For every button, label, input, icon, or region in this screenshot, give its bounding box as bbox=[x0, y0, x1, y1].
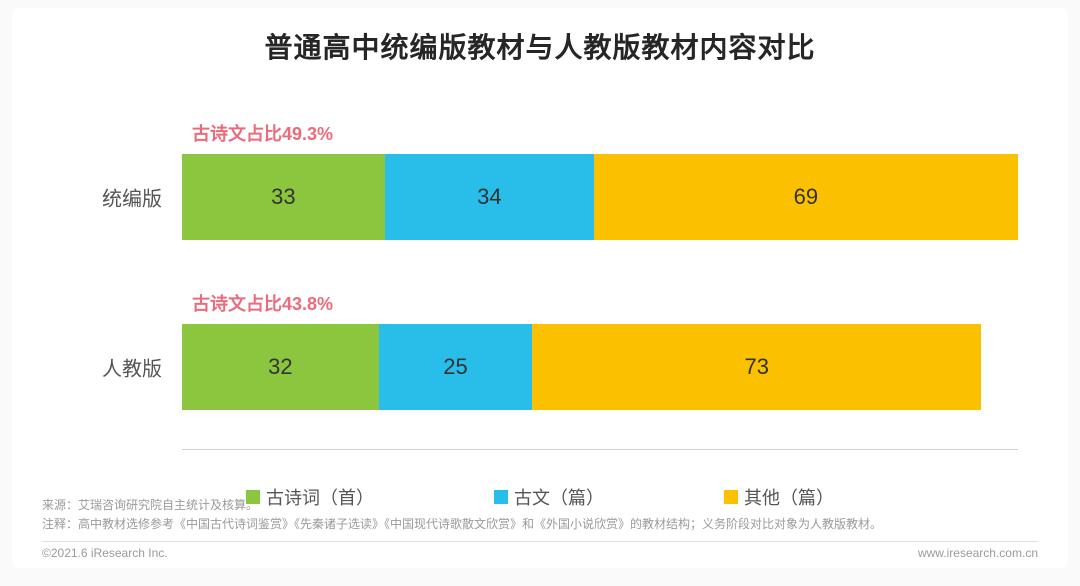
chart-plot-area: 古诗文占比49.3% 统编版 33 34 69 古诗文占比43.8% 人教版 3… bbox=[182, 90, 1018, 430]
value-renjiao-other: 73 bbox=[745, 354, 769, 380]
copyright-bar: ©2021.6 iResearch Inc. www.iresearch.com… bbox=[42, 541, 1038, 560]
footer-note: 注释：高中教材选修参考《中国古代诗词鉴赏》《先秦诸子选读》《中国现代诗歌散文欣赏… bbox=[42, 515, 882, 534]
bar-tongbian: 统编版 33 34 69 bbox=[182, 154, 1018, 240]
annotation-tongbian: 古诗文占比49.3% bbox=[192, 120, 1018, 146]
copyright-text: ©2021.6 iResearch Inc. bbox=[42, 546, 168, 560]
value-renjiao-poem: 32 bbox=[268, 354, 292, 380]
bar-renjiao: 人教版 32 25 73 bbox=[182, 324, 1018, 410]
website-text: www.iresearch.com.cn bbox=[918, 546, 1038, 560]
seg-tongbian-poem: 33 bbox=[182, 154, 385, 240]
value-tongbian-prose: 34 bbox=[477, 184, 501, 210]
seg-renjiao-poem: 32 bbox=[182, 324, 379, 410]
bar-row-tongbian: 古诗文占比49.3% 统编版 33 34 69 bbox=[182, 120, 1018, 240]
value-renjiao-prose: 25 bbox=[443, 354, 467, 380]
seg-renjiao-prose: 25 bbox=[379, 324, 533, 410]
x-axis-line bbox=[182, 449, 1018, 450]
value-tongbian-other: 69 bbox=[794, 184, 818, 210]
chart-title: 普通高中统编版教材与人教版教材内容对比 bbox=[42, 26, 1038, 66]
bar-row-renjiao: 古诗文占比43.8% 人教版 32 25 73 bbox=[182, 290, 1018, 410]
seg-tongbian-prose: 34 bbox=[385, 154, 594, 240]
ylabel-tongbian: 统编版 bbox=[62, 183, 162, 212]
seg-renjiao-other: 73 bbox=[532, 324, 981, 410]
ylabel-renjiao: 人教版 bbox=[62, 353, 162, 382]
footer-notes: 来源：艾瑞咨询研究院自主统计及核算。 注释：高中教材选修参考《中国古代诗词鉴赏》… bbox=[42, 496, 882, 534]
value-tongbian-poem: 33 bbox=[271, 184, 295, 210]
footer-source: 来源：艾瑞咨询研究院自主统计及核算。 bbox=[42, 496, 882, 515]
seg-tongbian-other: 69 bbox=[594, 154, 1018, 240]
chart-card: 普通高中统编版教材与人教版教材内容对比 古诗文占比49.3% 统编版 33 34… bbox=[12, 8, 1068, 568]
annotation-renjiao: 古诗文占比43.8% bbox=[192, 290, 1018, 316]
